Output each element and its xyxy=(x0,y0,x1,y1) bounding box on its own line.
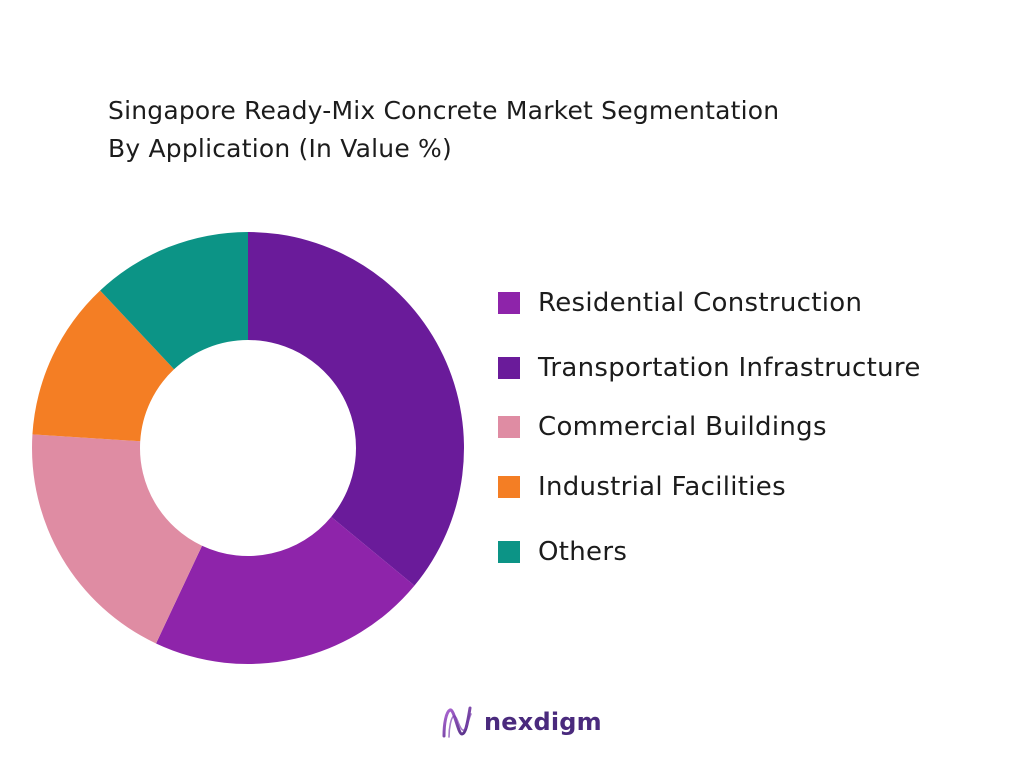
slice-industrial-facilities xyxy=(32,290,175,442)
legend-label: Others xyxy=(538,537,628,567)
legend-item-transportation-infrastructure: Transportation Infrastructure xyxy=(498,353,921,383)
chart-title-line-2: By Application (In Value %) xyxy=(108,134,452,163)
chart-title-line-1: Singapore Ready-Mix Concrete Market Segm… xyxy=(108,96,780,125)
slice-others xyxy=(100,232,249,370)
legend-item-industrial-facilities: Industrial Facilities xyxy=(498,472,786,502)
legend-label: Industrial Facilities xyxy=(538,472,786,502)
chart-title: Singapore Ready-Mix Concrete Market Segm… xyxy=(108,92,928,168)
legend-swatch xyxy=(498,357,520,379)
legend-item-residential-construction: Residential Construction xyxy=(498,288,862,318)
legend-swatch xyxy=(498,476,520,498)
legend-item-commercial-buildings: Commercial Buildings xyxy=(498,412,827,442)
legend-item-others: Others xyxy=(498,537,627,567)
slice-commercial-buildings xyxy=(32,434,203,644)
brand-name: nexdigm xyxy=(484,708,602,736)
slice-residential-construction xyxy=(156,516,415,664)
donut-slices xyxy=(32,232,465,664)
legend-swatch xyxy=(498,416,520,438)
legend-label: Commercial Buildings xyxy=(538,412,827,442)
legend-swatch xyxy=(498,541,520,563)
legend-swatch xyxy=(498,292,520,314)
brand-logo: nexdigm xyxy=(440,704,602,740)
legend-label: Transportation Infrastructure xyxy=(538,353,921,383)
legend-label: Residential Construction xyxy=(538,288,863,318)
slice-transportation-infrastructure xyxy=(248,232,465,586)
nexdigm-logo-icon xyxy=(442,706,472,738)
